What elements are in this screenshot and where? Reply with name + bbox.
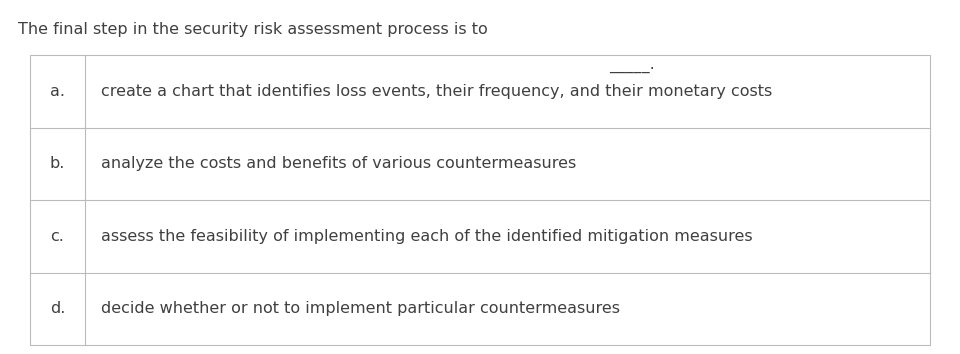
Text: decide whether or not to implement particular countermeasures: decide whether or not to implement parti… xyxy=(101,301,620,316)
Text: c.: c. xyxy=(51,229,64,244)
Text: a.: a. xyxy=(50,84,65,99)
Text: create a chart that identifies loss events, their frequency, and their monetary : create a chart that identifies loss even… xyxy=(101,84,772,99)
Text: d.: d. xyxy=(50,301,65,316)
Text: b.: b. xyxy=(50,156,65,171)
Text: assess the feasibility of implementing each of the identified mitigation measure: assess the feasibility of implementing e… xyxy=(101,229,753,244)
Text: The final step in the security risk assessment process is to: The final step in the security risk asse… xyxy=(18,22,492,37)
Text: _____.: _____. xyxy=(609,59,655,74)
Bar xyxy=(30,55,930,345)
Text: analyze the costs and benefits of various countermeasures: analyze the costs and benefits of variou… xyxy=(101,156,576,171)
